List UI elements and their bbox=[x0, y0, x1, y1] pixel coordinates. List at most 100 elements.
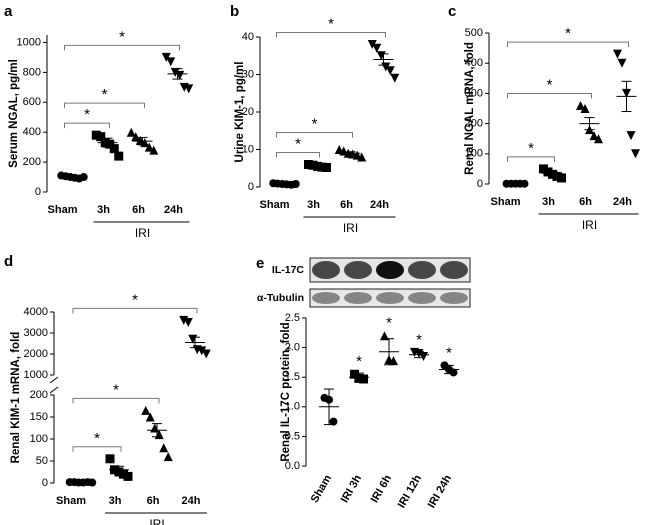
significance: * bbox=[528, 140, 534, 157]
group-label: IRI bbox=[343, 221, 358, 235]
data-point bbox=[105, 454, 115, 464]
y-tick-label: 200 bbox=[30, 389, 48, 401]
data-point bbox=[163, 452, 173, 462]
y-tick-label: 2000 bbox=[24, 348, 48, 360]
y-tick-label: 3000 bbox=[24, 327, 48, 339]
significance-bracket bbox=[64, 44, 180, 51]
x-tick-label: Sham bbox=[56, 495, 86, 507]
group-label: IRI bbox=[135, 226, 150, 240]
y-tick-label: 200 bbox=[23, 156, 41, 168]
x-tick-label: 24h bbox=[182, 495, 201, 507]
data-point bbox=[88, 478, 97, 487]
y-tick-label: 40 bbox=[242, 31, 254, 43]
significance: * bbox=[312, 115, 318, 132]
data-point bbox=[131, 132, 141, 142]
data-point bbox=[201, 349, 211, 359]
y-tick-label: 0 bbox=[248, 181, 254, 193]
significance: * bbox=[295, 135, 301, 152]
y-tick-label: 20 bbox=[242, 106, 254, 118]
x-tick-label: Sham bbox=[491, 196, 521, 208]
blot-band bbox=[408, 292, 436, 304]
x-tick-label: 3h bbox=[97, 204, 110, 216]
x-tick-label: 6h bbox=[340, 199, 353, 211]
data-point bbox=[357, 152, 367, 162]
blot-band bbox=[408, 261, 436, 279]
x-tick-label: Sham bbox=[309, 473, 334, 505]
x-tick-label: 24h bbox=[164, 204, 183, 216]
data-point bbox=[322, 163, 331, 172]
significance: * bbox=[547, 76, 553, 93]
x-tick-label: 24h bbox=[613, 196, 632, 208]
significance-bracket bbox=[276, 152, 320, 158]
significance-bracket bbox=[276, 32, 386, 38]
x-tick-label: 6h bbox=[579, 196, 592, 208]
data-point bbox=[144, 142, 154, 152]
data-point bbox=[449, 368, 458, 377]
significance: * bbox=[328, 15, 334, 32]
y-tick-label: 2.5 bbox=[285, 312, 300, 324]
y-tick-label: 4000 bbox=[24, 306, 48, 318]
significance: * bbox=[565, 25, 571, 42]
data-point bbox=[123, 471, 133, 481]
data-point bbox=[166, 57, 176, 67]
significance: * bbox=[113, 381, 119, 398]
blot-band bbox=[344, 292, 372, 304]
y-tick-label: 30 bbox=[242, 68, 254, 80]
data-point bbox=[159, 443, 169, 453]
data-point bbox=[141, 405, 151, 415]
y-tick-label: 50 bbox=[36, 455, 48, 467]
y-tick-label: 0 bbox=[42, 477, 48, 489]
y-tick-label: 1000 bbox=[17, 36, 41, 48]
significance: * bbox=[356, 353, 362, 370]
y-axis-title: Renal KIM-1 mRNA, fold bbox=[10, 332, 22, 464]
significance-bracket bbox=[507, 156, 555, 162]
x-tick-label: IRI 24h bbox=[426, 473, 455, 510]
y-tick-label: 200 bbox=[465, 118, 483, 130]
blot-band bbox=[344, 261, 372, 279]
y-tick-label: 800 bbox=[23, 66, 41, 78]
significance: * bbox=[416, 331, 422, 348]
data-point bbox=[631, 149, 640, 159]
y-tick-label: 600 bbox=[23, 96, 41, 108]
significance: * bbox=[102, 86, 108, 103]
significance: * bbox=[132, 291, 138, 308]
blot-band bbox=[440, 261, 468, 279]
x-tick-label: 3h bbox=[307, 199, 320, 211]
y-tick-label: 400 bbox=[23, 126, 41, 138]
significance-bracket bbox=[72, 397, 160, 404]
data-point bbox=[96, 132, 106, 142]
data-point bbox=[580, 104, 590, 113]
y-axis-title: Serum NGAL, pg/ml bbox=[8, 59, 20, 168]
x-tick-label: 3h bbox=[109, 495, 122, 507]
data-point bbox=[183, 318, 193, 327]
data-point bbox=[145, 412, 155, 422]
x-tick-label: 3h bbox=[542, 196, 555, 208]
panel-label: c bbox=[448, 3, 456, 20]
x-tick-label: Sham bbox=[48, 204, 78, 216]
data-point bbox=[149, 145, 159, 155]
data-point bbox=[576, 100, 585, 110]
data-point bbox=[589, 131, 599, 141]
x-tick-label: 6h bbox=[132, 204, 145, 216]
data-point bbox=[109, 144, 119, 154]
x-tick-label: IRI 3h bbox=[339, 473, 365, 505]
y-tick-label: 1000 bbox=[24, 369, 48, 381]
x-tick-label: IRI 12h bbox=[396, 473, 425, 510]
significance-bracket bbox=[507, 92, 592, 99]
data-point bbox=[359, 374, 368, 384]
significance: * bbox=[84, 106, 90, 123]
significance: * bbox=[94, 430, 100, 447]
y-tick-label: 0 bbox=[477, 178, 483, 190]
data-point bbox=[613, 49, 622, 59]
data-point bbox=[376, 51, 386, 61]
y-axis-title: Renal NGAL mRNA, fold bbox=[464, 42, 476, 175]
data-point bbox=[114, 151, 124, 161]
panel-label: b bbox=[230, 3, 239, 20]
significance-bracket bbox=[276, 132, 353, 138]
data-point bbox=[380, 331, 389, 341]
blot-label: α-Tubulin bbox=[257, 292, 304, 304]
y-axis-title: Urine KIM-1, pg/ml bbox=[234, 62, 246, 163]
y-tick-label: 1.0 bbox=[285, 401, 300, 413]
significance-bracket bbox=[72, 307, 198, 314]
data-point bbox=[161, 52, 171, 62]
